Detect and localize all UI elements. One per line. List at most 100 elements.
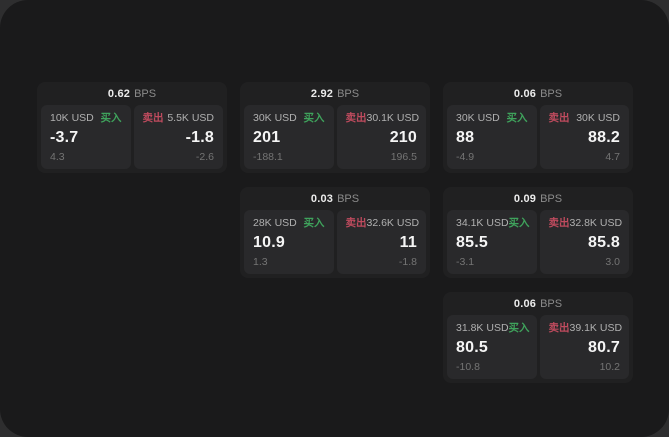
sell-amount: 32.8K USD xyxy=(569,217,623,229)
bps-value: 0.03 xyxy=(310,192,334,205)
buy-amount: 34.1K USD xyxy=(456,217,509,229)
sell-pane[interactable]: 卖出 5.5K USD -1.8 -2.6 xyxy=(133,105,223,169)
bps-value: 0.06 xyxy=(513,87,537,100)
sell-subvalue: -2.6 xyxy=(195,151,214,163)
buy-price: 88 xyxy=(456,129,475,146)
buy-subvalue: -10.8 xyxy=(456,361,480,373)
bps-unit-label: BPS xyxy=(540,297,563,310)
buy-amount: 30K USD xyxy=(456,112,500,124)
sell-subvalue: 10.2 xyxy=(599,361,620,373)
sell-side-label: 卖出 xyxy=(345,112,367,124)
card-header: 0.06 BPS xyxy=(443,292,633,315)
card-body: 30K USD 买入 88 -4.9 卖出 30K USD 88.2 4.7 xyxy=(443,105,633,173)
sell-price: 11 xyxy=(399,234,417,251)
sell-pane[interactable]: 卖出 30.1K USD 210 196.5 xyxy=(336,105,426,169)
card-header: 2.92 BPS xyxy=(240,82,430,105)
sell-pane[interactable]: 卖出 32.6K USD 11 -1.8 xyxy=(336,210,426,274)
sell-side-label: 卖出 xyxy=(548,322,570,334)
sell-price: 88.2 xyxy=(588,129,620,146)
sell-pane-top: 卖出 30K USD xyxy=(549,112,621,124)
card-header: 0.09 BPS xyxy=(443,187,633,210)
bps-unit-label: BPS xyxy=(540,87,563,100)
buy-price: 85.5 xyxy=(456,234,488,251)
buy-side-label: 买入 xyxy=(303,112,325,124)
buy-pane[interactable]: 31.8K USD 买入 80.5 -10.8 xyxy=(447,315,537,379)
sell-pane-top: 卖出 30.1K USD xyxy=(345,112,420,124)
buy-side-label: 买入 xyxy=(508,217,530,229)
sell-price: 85.8 xyxy=(588,234,620,251)
sell-side-label: 卖出 xyxy=(345,217,367,229)
sell-subvalue: 4.7 xyxy=(605,151,620,163)
quote-card-4: 0.03 BPS 28K USD 买入 10.9 1.3 卖出 32.6K US… xyxy=(240,187,430,278)
buy-subvalue: -4.9 xyxy=(456,151,475,163)
card-header: 0.62 BPS xyxy=(37,82,227,105)
bps-value: 0.09 xyxy=(513,192,537,205)
sell-amount: 30K USD xyxy=(576,112,620,124)
sell-subvalue: 3.0 xyxy=(605,256,620,268)
buy-subvalue: -3.1 xyxy=(456,256,475,268)
sell-pane-top: 卖出 5.5K USD xyxy=(143,112,215,124)
buy-amount: 31.8K USD xyxy=(456,322,509,334)
sell-pane-top: 卖出 32.6K USD xyxy=(345,217,420,229)
buy-side-label: 买入 xyxy=(100,112,122,124)
quote-card-2: 2.92 BPS 30K USD 买入 201 -188.1 卖出 30.1K … xyxy=(240,82,430,173)
card-body: 28K USD 买入 10.9 1.3 卖出 32.6K USD 11 -1.8 xyxy=(240,210,430,278)
bps-unit-label: BPS xyxy=(540,192,563,205)
sell-amount: 32.6K USD xyxy=(366,217,420,229)
buy-amount: 10K USD xyxy=(50,112,94,124)
bps-value: 2.92 xyxy=(310,87,334,100)
buy-subvalue: 4.3 xyxy=(50,151,65,163)
sell-pane[interactable]: 卖出 30K USD 88.2 4.7 xyxy=(539,105,629,169)
buy-pane-top: 10K USD 买入 xyxy=(50,112,122,124)
bps-unit-label: BPS xyxy=(134,87,157,100)
buy-amount: 30K USD xyxy=(253,112,297,124)
buy-pane[interactable]: 30K USD 买入 88 -4.9 xyxy=(447,105,537,169)
buy-amount: 28K USD xyxy=(253,217,297,229)
card-body: 34.1K USD 买入 85.5 -3.1 卖出 32.8K USD 85.8… xyxy=(443,210,633,278)
sell-side-label: 卖出 xyxy=(548,217,570,229)
card-header: 0.03 BPS xyxy=(240,187,430,210)
sell-subvalue: 196.5 xyxy=(390,151,417,163)
sell-price: -1.8 xyxy=(185,129,214,146)
buy-pane-top: 34.1K USD 买入 xyxy=(456,217,530,229)
sell-amount: 30.1K USD xyxy=(366,112,420,124)
bps-value: 0.06 xyxy=(513,297,537,310)
bps-unit-label: BPS xyxy=(337,87,360,100)
card-header: 0.06 BPS xyxy=(443,82,633,105)
quote-card-3: 0.06 BPS 30K USD 买入 88 -4.9 卖出 30K USD 8… xyxy=(443,82,633,173)
buy-pane[interactable]: 28K USD 买入 10.9 1.3 xyxy=(244,210,334,274)
buy-subvalue: 1.3 xyxy=(253,256,268,268)
buy-pane[interactable]: 34.1K USD 买入 85.5 -3.1 xyxy=(447,210,537,274)
sell-amount: 5.5K USD xyxy=(167,112,214,124)
quote-card-6: 0.06 BPS 31.8K USD 买入 80.5 -10.8 卖出 39.1… xyxy=(443,292,633,383)
buy-pane[interactable]: 10K USD 买入 -3.7 4.3 xyxy=(41,105,131,169)
buy-pane-top: 28K USD 买入 xyxy=(253,217,325,229)
sell-side-label: 卖出 xyxy=(548,112,570,124)
quote-card-1: 0.62 BPS 10K USD 买入 -3.7 4.3 卖出 5.5K USD… xyxy=(37,82,227,173)
sell-pane[interactable]: 卖出 32.8K USD 85.8 3.0 xyxy=(539,210,629,274)
buy-side-label: 买入 xyxy=(508,322,530,334)
bps-value: 0.62 xyxy=(107,87,131,100)
card-body: 31.8K USD 买入 80.5 -10.8 卖出 39.1K USD 80.… xyxy=(443,315,633,383)
sell-amount: 39.1K USD xyxy=(569,322,623,334)
buy-side-label: 买入 xyxy=(303,217,325,229)
buy-pane[interactable]: 30K USD 买入 201 -188.1 xyxy=(244,105,334,169)
buy-subvalue: -188.1 xyxy=(253,151,283,163)
buy-price: 80.5 xyxy=(456,339,488,356)
sell-side-label: 卖出 xyxy=(142,112,164,124)
sell-subvalue: -1.8 xyxy=(398,256,417,268)
buy-pane-top: 31.8K USD 买入 xyxy=(456,322,530,334)
quote-card-5: 0.09 BPS 34.1K USD 买入 85.5 -3.1 卖出 32.8K… xyxy=(443,187,633,278)
buy-side-label: 买入 xyxy=(506,112,528,124)
buy-pane-top: 30K USD 买入 xyxy=(253,112,325,124)
buy-pane-top: 30K USD 买入 xyxy=(456,112,528,124)
sell-pane[interactable]: 卖出 39.1K USD 80.7 10.2 xyxy=(539,315,629,379)
sell-price: 80.7 xyxy=(588,339,620,356)
sell-price: 210 xyxy=(389,129,417,146)
sell-pane-top: 卖出 39.1K USD xyxy=(548,322,623,334)
bps-unit-label: BPS xyxy=(337,192,360,205)
sell-pane-top: 卖出 32.8K USD xyxy=(548,217,623,229)
buy-price: 201 xyxy=(253,129,281,146)
card-body: 10K USD 买入 -3.7 4.3 卖出 5.5K USD -1.8 -2.… xyxy=(37,105,227,173)
